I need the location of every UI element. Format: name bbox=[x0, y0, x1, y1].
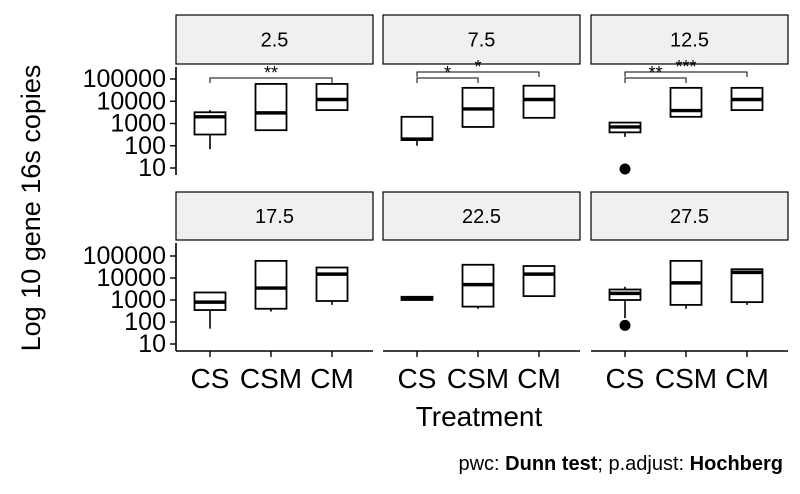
facet-panel-7.5: 7.5 * * bbox=[382, 14, 581, 146]
facet-panel-12.5: 12.5** *** bbox=[590, 14, 789, 175]
x-category-label: CS bbox=[606, 363, 645, 394]
bracket-line bbox=[624, 77, 687, 83]
facet-panel-27.5: 27.5 bbox=[590, 191, 789, 357]
facet-strip-label: 27.5 bbox=[670, 206, 709, 228]
y-tick-label: 100000 bbox=[83, 242, 166, 270]
y-tick-label: 100 bbox=[124, 132, 166, 160]
bracket-line bbox=[624, 71, 748, 77]
x-category-label: CM bbox=[725, 363, 769, 394]
significance-bracket: ** bbox=[624, 63, 687, 83]
facet-strip bbox=[590, 191, 789, 241]
y-tick-label: 1000 bbox=[110, 110, 166, 138]
box-iqr bbox=[522, 84, 556, 119]
y-tick-label: 10000 bbox=[96, 264, 166, 292]
significance-label: ** bbox=[648, 63, 662, 83]
significance-label: *** bbox=[675, 57, 696, 77]
facet-strip-label: 7.5 bbox=[468, 30, 496, 52]
chart-caption: pwc: Dunn test; p.adjust: Hochberg bbox=[458, 453, 783, 475]
box-CM bbox=[522, 84, 556, 119]
significance-bracket: *** bbox=[624, 57, 748, 77]
bracket-line bbox=[416, 77, 479, 83]
box-CSM bbox=[254, 83, 288, 132]
bracket-line bbox=[416, 71, 540, 77]
box-CS bbox=[400, 115, 434, 146]
box-CSM bbox=[254, 259, 288, 312]
box-CSM bbox=[669, 259, 703, 309]
box-CS bbox=[608, 286, 642, 331]
box-CS bbox=[608, 121, 642, 175]
box-CSM bbox=[461, 263, 495, 309]
box-CM bbox=[730, 268, 764, 305]
caption-method: Hochberg bbox=[690, 453, 783, 475]
caption-test: Dunn test bbox=[505, 453, 598, 475]
box-CM bbox=[522, 265, 556, 298]
y-tick-label: 10 bbox=[138, 154, 166, 182]
significance-label: ** bbox=[264, 63, 278, 83]
outlier-point bbox=[619, 319, 631, 331]
x-category-label: CM bbox=[310, 363, 354, 394]
caption-mid: ; p.adjust: bbox=[597, 453, 689, 475]
y-tick-label: 100 bbox=[124, 308, 166, 336]
facet-strip-label: 22.5 bbox=[462, 206, 501, 228]
x-category-labels: CS CSM CM CS CSM CM CS CSM CM bbox=[191, 363, 769, 394]
facet-panel-22.5: 22.5 bbox=[382, 191, 581, 357]
y-tick-label: 1000 bbox=[110, 286, 166, 314]
box-iqr bbox=[254, 83, 288, 132]
caption-prefix: pwc: bbox=[458, 453, 505, 475]
x-category-label: CSM bbox=[240, 363, 302, 394]
x-category-label: CS bbox=[191, 363, 230, 394]
significance-label: * bbox=[474, 57, 481, 77]
x-category-label: CSM bbox=[655, 363, 717, 394]
box-iqr bbox=[669, 86, 703, 118]
significance-bracket: * bbox=[416, 57, 540, 77]
facet-strip bbox=[382, 14, 581, 65]
box-iqr bbox=[315, 83, 349, 112]
box-iqr bbox=[254, 259, 288, 310]
significance-bracket: * bbox=[416, 63, 479, 83]
x-category-label: CM bbox=[517, 363, 561, 394]
significance-bracket: ** bbox=[209, 63, 333, 83]
box-iqr bbox=[400, 115, 434, 141]
box-CSM bbox=[461, 86, 495, 128]
facet-strip bbox=[590, 14, 789, 65]
box-CM bbox=[315, 266, 349, 305]
box-CS bbox=[193, 291, 227, 329]
x-category-label: CSM bbox=[447, 363, 509, 394]
box-iqr bbox=[522, 265, 556, 298]
box-CSM bbox=[669, 86, 703, 118]
y-tick-label: 100000 bbox=[83, 65, 166, 93]
y-tick-label: 10 bbox=[138, 330, 166, 358]
box-CS bbox=[400, 295, 434, 301]
box-CS bbox=[193, 110, 227, 150]
box-CM bbox=[315, 83, 349, 112]
x-category-label: CS bbox=[398, 363, 437, 394]
bracket-line bbox=[209, 77, 333, 83]
facet-strip-label: 17.5 bbox=[255, 206, 294, 228]
significance-label: * bbox=[444, 63, 451, 83]
y-axis-label: Log 10 gene 16s copies bbox=[16, 65, 46, 352]
facet-strip-label: 12.5 bbox=[670, 30, 709, 52]
y-tick-label: 10000 bbox=[96, 87, 166, 115]
facet-strip bbox=[382, 191, 581, 241]
x-axis-label: Treatment bbox=[416, 401, 543, 432]
facet-strip bbox=[175, 191, 374, 241]
facet-strip-label: 2.5 bbox=[261, 30, 289, 52]
box-CM bbox=[730, 86, 764, 112]
facet-strip bbox=[175, 14, 374, 65]
outlier-point bbox=[619, 163, 631, 175]
box-iqr bbox=[730, 268, 764, 304]
